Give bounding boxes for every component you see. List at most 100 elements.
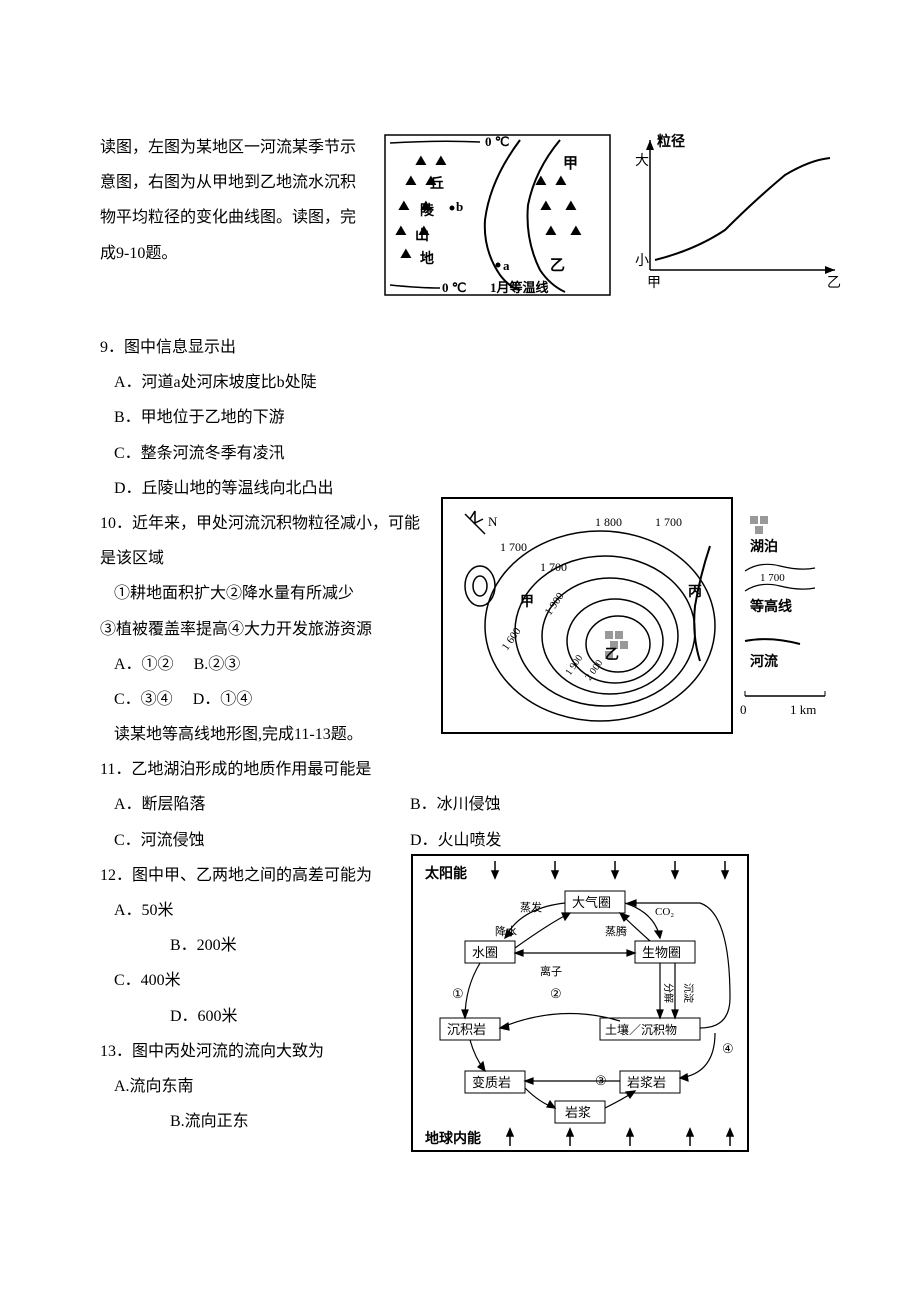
- svg-text:a: a: [503, 258, 510, 273]
- q10-cond-1: ①耕地面积扩大②降水量有所减少: [100, 576, 430, 611]
- rock-cycle-figure-wrap: 太阳能 大气圈 水圈 生物圈 沉积岩 土壤／沉积物: [410, 853, 750, 1166]
- q10-option-d: D．①④: [193, 691, 253, 708]
- svg-text:1 800: 1 800: [595, 515, 622, 529]
- svg-text:0: 0: [740, 702, 747, 717]
- q10-option-c: C．③④: [114, 691, 173, 708]
- svg-text:小: 小: [635, 253, 649, 269]
- q9-stem: 9．图中信息显示出: [100, 330, 840, 365]
- svg-text:分解: 分解: [662, 983, 675, 1003]
- svg-text:2 000: 2 000: [583, 658, 605, 683]
- svg-text:湖泊: 湖泊: [750, 538, 778, 555]
- svg-text:②: ②: [550, 986, 562, 1001]
- q9-option-b: B．甲地位于乙地的下游: [114, 400, 840, 435]
- q11-option-a: A．断层陷落: [100, 787, 410, 822]
- figure-group-1: 0 ℃ 0 ℃ 1月等温线 甲 乙 a b ⛰⛰ ⛰⛰ ⛰⛰ ⛰⛰ ⛰ ⛰⛰: [380, 130, 845, 300]
- svg-text:1月等温线: 1月等温线: [490, 280, 549, 295]
- q10-option-a: A．①②: [114, 656, 174, 673]
- svg-text:⛰: ⛰: [555, 174, 567, 189]
- q11-option-b: B．冰川侵蚀: [410, 787, 840, 822]
- q9-option-a: A．河道a处河床坡度比b处陡: [114, 365, 840, 400]
- svg-text:甲: 甲: [647, 276, 661, 290]
- contour-map-figure: N 1 700 1 800 1 700 1 700 1 600 1 900 1 …: [440, 496, 840, 736]
- svg-text:变质岩: 变质岩: [472, 1075, 511, 1090]
- svg-text:1 700: 1 700: [655, 515, 682, 529]
- svg-text:乙: 乙: [827, 275, 841, 290]
- contour-map-figure-wrap: N 1 700 1 800 1 700 1 700 1 600 1 900 1 …: [440, 496, 840, 749]
- svg-text:0 ℃: 0 ℃: [442, 280, 466, 295]
- river-map-figure: 0 ℃ 0 ℃ 1月等温线 甲 乙 a b ⛰⛰ ⛰⛰ ⛰⛰ ⛰⛰ ⛰ ⛰⛰: [380, 130, 615, 300]
- svg-text:CO₂: CO₂: [655, 906, 674, 918]
- q11-stem: 11．乙地湖泊形成的地质作用最可能是: [100, 752, 840, 787]
- question-11: 11．乙地湖泊形成的地质作用最可能是 A．断层陷落 B．冰川侵蚀 C．河流侵蚀 …: [100, 752, 840, 858]
- svg-text:⛰: ⛰: [395, 224, 407, 239]
- svg-text:甲: 甲: [520, 594, 534, 610]
- svg-text:大气圈: 大气圈: [572, 895, 611, 910]
- q13-option-b: B.流向正东: [100, 1104, 400, 1139]
- svg-text:生物圈: 生物圈: [642, 945, 681, 960]
- exam-content: 读图，左图为某地区一河流某季节示意图，右图为从甲地到乙地流水沉积物平均粒径的变化…: [100, 130, 840, 1139]
- svg-text:①: ①: [452, 986, 464, 1001]
- svg-text:⛰: ⛰: [405, 174, 417, 189]
- question-12-13-section: 12．图中甲、乙两地之间的高差可能为 A．50米 B．200米 C．400米 D…: [100, 858, 840, 1140]
- svg-text:岩浆岩: 岩浆岩: [627, 1075, 666, 1090]
- svg-text:乙: 乙: [550, 258, 565, 274]
- q10-stem: 10．近年来，甲处河流沉积物粒径减小，可能是该区域: [100, 506, 430, 576]
- svg-text:丘: 丘: [430, 176, 444, 192]
- q12-option-b: B．200米: [100, 928, 400, 963]
- svg-text:粒径: 粒径: [657, 133, 685, 150]
- grain-size-curve-figure: 粒径 大 小 甲 乙: [635, 130, 845, 290]
- svg-text:地球内能: 地球内能: [425, 1130, 481, 1147]
- q11-option-c: C．河流侵蚀: [100, 823, 410, 858]
- q10-cond-2: ③植被覆盖率提高④大力开发旅游资源: [100, 612, 430, 647]
- intro-text: 读图，左图为某地区一河流某季节示意图，右图为从甲地到乙地流水沉积物平均粒径的变化…: [100, 130, 370, 271]
- svg-text:等高线: 等高线: [750, 598, 792, 615]
- svg-text:水圈: 水圈: [472, 945, 498, 960]
- svg-text:1 600: 1 600: [500, 625, 524, 653]
- svg-text:大: 大: [635, 153, 649, 169]
- svg-text:⛰: ⛰: [400, 247, 412, 262]
- svg-text:N: N: [488, 514, 498, 529]
- svg-text:陵: 陵: [420, 202, 435, 219]
- intro-section: 读图，左图为某地区一河流某季节示意图，右图为从甲地到乙地流水沉积物平均粒径的变化…: [100, 130, 840, 330]
- svg-text:土壤／沉积物: 土壤／沉积物: [605, 1022, 677, 1037]
- svg-text:⛰: ⛰: [435, 154, 447, 169]
- svg-text:1 700: 1 700: [540, 560, 567, 574]
- svg-text:1 700: 1 700: [500, 540, 527, 554]
- svg-text:沉淀: 沉淀: [682, 983, 695, 1003]
- svg-text:⛰: ⛰: [540, 199, 552, 214]
- svg-text:1 km: 1 km: [790, 702, 816, 717]
- q12-option-a: A．50米: [100, 893, 400, 928]
- svg-text:⛰: ⛰: [535, 174, 547, 189]
- svg-text:b: b: [456, 199, 463, 214]
- svg-text:蒸腾: 蒸腾: [605, 924, 627, 938]
- q12-option-c: C．400米: [100, 963, 400, 998]
- svg-text:岩浆: 岩浆: [565, 1105, 591, 1120]
- svg-text:⛰: ⛰: [415, 154, 427, 169]
- question-9: 9．图中信息显示出 A．河道a处河床坡度比b处陡 B．甲地位于乙地的下游 C．整…: [100, 330, 840, 506]
- svg-text:沉积岩: 沉积岩: [447, 1022, 486, 1037]
- svg-text:⛰: ⛰: [570, 224, 582, 239]
- svg-text:河流: 河流: [750, 653, 778, 670]
- question-10-section: 10．近年来，甲处河流沉积物粒径减小，可能是该区域 ①耕地面积扩大②降水量有所减…: [100, 506, 840, 752]
- svg-text:⛰: ⛰: [545, 224, 557, 239]
- svg-text:地: 地: [420, 250, 434, 267]
- q9-option-c: C．整条河流冬季有凌汛: [114, 436, 840, 471]
- intro-2: 读某地等高线地形图,完成11-13题。: [100, 717, 430, 752]
- svg-text:甲: 甲: [563, 155, 578, 172]
- svg-text:⛰: ⛰: [565, 199, 577, 214]
- svg-text:1 700: 1 700: [760, 572, 785, 584]
- q13-option-a: A.流向东南: [100, 1069, 400, 1104]
- svg-text:0 ℃: 0 ℃: [485, 134, 509, 149]
- svg-text:④: ④: [722, 1041, 734, 1056]
- q12-stem: 12．图中甲、乙两地之间的高差可能为: [100, 858, 400, 893]
- q10-option-b: B.②③: [194, 656, 241, 673]
- svg-text:丙: 丙: [688, 584, 702, 600]
- rock-cycle-figure: 太阳能 大气圈 水圈 生物圈 沉积岩 土壤／沉积物: [410, 853, 750, 1153]
- svg-text:乙: 乙: [605, 647, 619, 663]
- svg-text:太阳能: 太阳能: [425, 865, 467, 882]
- svg-text:山: 山: [415, 228, 429, 244]
- q12-option-d: D．600米: [100, 999, 400, 1034]
- q13-stem: 13．图中丙处河流的流向大致为: [100, 1034, 400, 1069]
- svg-text:1 900: 1 900: [563, 653, 585, 678]
- svg-text:⛰: ⛰: [398, 199, 410, 214]
